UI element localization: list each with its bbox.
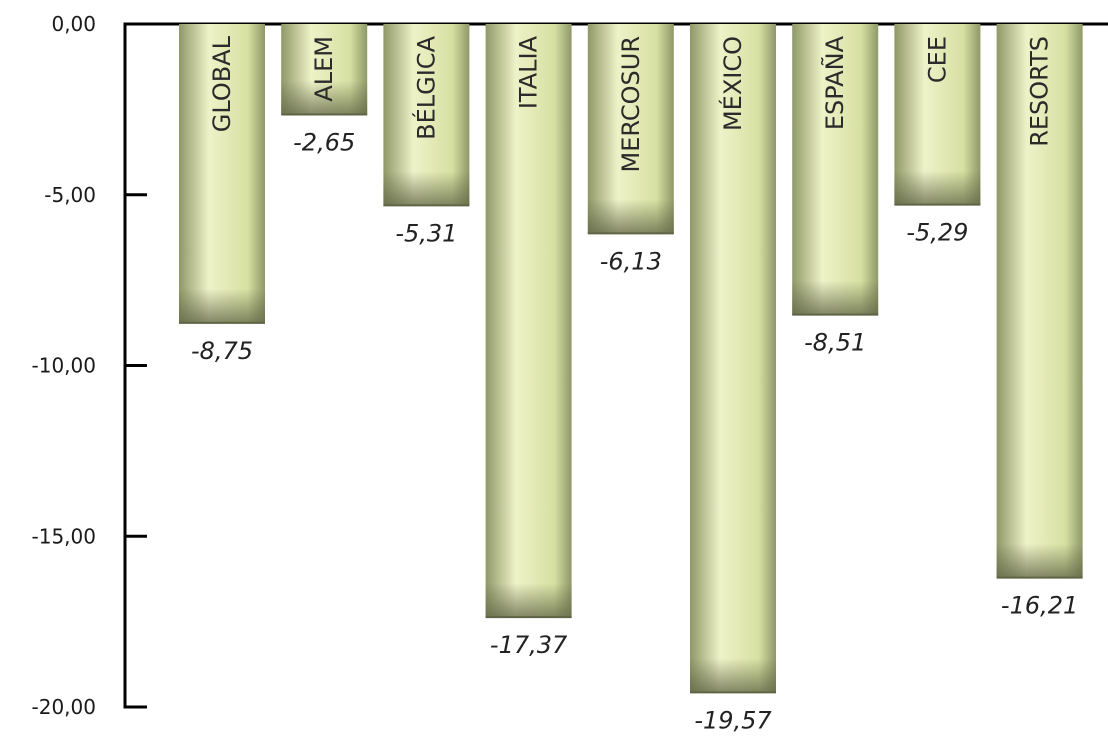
bar-category-label: MERCOSUR xyxy=(617,36,645,172)
bar-category-label: GLOBAL xyxy=(208,35,236,132)
bar-value-label: -16,21 xyxy=(1001,592,1078,620)
bar-category-label: RESORTS xyxy=(1026,36,1054,147)
bar-group: BÉLGICA -5,31 xyxy=(383,24,470,247)
bar xyxy=(996,24,1083,578)
bar-group: MERCOSUR -6,13 xyxy=(587,24,674,275)
bar-base-shade xyxy=(179,288,265,323)
bar-category-label: BÉLGICA xyxy=(411,35,440,139)
bar-group: RESORTS -16,21 xyxy=(996,24,1083,620)
bar-value-label: -5,29 xyxy=(906,219,968,247)
bar-base-shade xyxy=(587,199,674,234)
bar xyxy=(485,24,572,618)
bar-value-label: -17,37 xyxy=(490,631,568,659)
bar-value-label: -2,65 xyxy=(293,128,355,156)
bar-category-label: ITALIA xyxy=(515,35,543,109)
bar-value-label: -8,75 xyxy=(191,337,253,365)
bar xyxy=(792,24,879,315)
bar-base-shade xyxy=(383,171,470,206)
bar-base-shade xyxy=(792,280,879,315)
bar-category-label: MÉXICO xyxy=(718,36,747,131)
bar-base-shade xyxy=(690,658,776,693)
bar-value-label: -8,51 xyxy=(804,329,866,357)
y-tick-label: -15,00 xyxy=(32,524,96,548)
y-tick-label: 0,00 xyxy=(51,12,96,36)
bar-category-label: ALEM xyxy=(310,36,338,102)
bar-base-shade xyxy=(485,583,572,618)
bar-value-label: -6,13 xyxy=(600,247,662,275)
y-tick-label: -20,00 xyxy=(32,695,96,719)
bar-group: ESPAÑA -8,51 xyxy=(792,24,879,357)
y-tick-label: -5,00 xyxy=(44,183,96,207)
y-tick-label: -10,00 xyxy=(32,354,96,378)
bar-group: ITALIA -17,37 xyxy=(485,24,572,659)
bar-group: ALEM -2,65 xyxy=(281,24,368,156)
bar xyxy=(587,24,674,234)
bar-group: GLOBAL -8,75 xyxy=(179,24,265,365)
bar-value-label: -19,57 xyxy=(694,706,772,734)
bar-group: CEE -5,29 xyxy=(894,24,981,247)
bar xyxy=(179,24,265,323)
bar-base-shade xyxy=(894,170,981,205)
bar-category-label: CEE xyxy=(923,36,951,83)
bar-base-shade xyxy=(281,80,368,115)
bar-group: MÉXICO -19,57 xyxy=(690,24,776,734)
bar xyxy=(690,24,776,693)
bar-base-shade xyxy=(996,543,1083,578)
bar-value-label: -5,31 xyxy=(395,219,457,247)
bars: GLOBAL -8,75 ALEM -2,65 BÉLGICA -5,31 ITALIA -1… xyxy=(179,24,1083,734)
bar-category-label: ESPAÑA xyxy=(819,35,849,130)
